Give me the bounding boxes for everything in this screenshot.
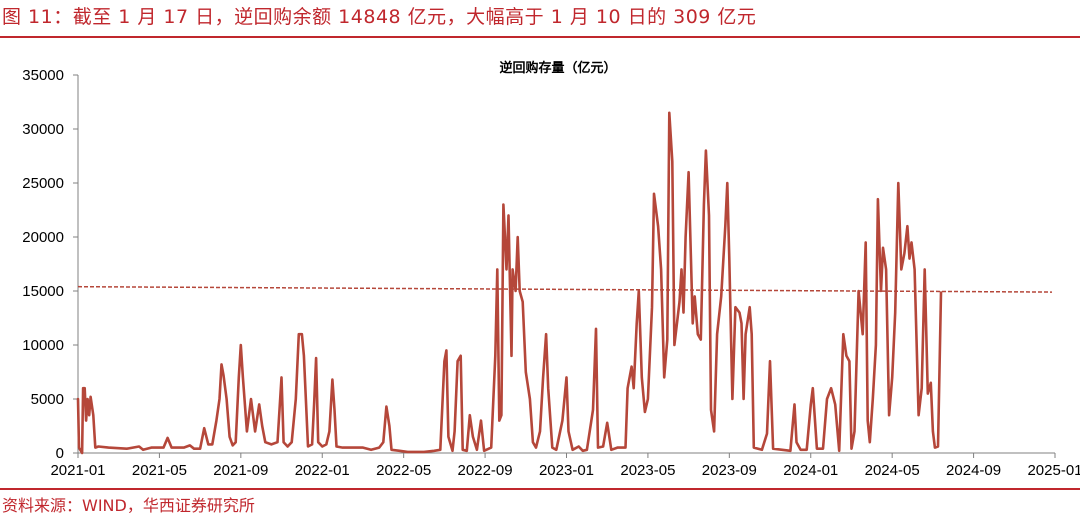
x-tick-label: 2021-09: [213, 462, 268, 479]
x-tick-label: 2024-05: [865, 462, 920, 479]
x-tick-label: 2023-09: [702, 462, 757, 479]
x-axis: 2021-01 2021-05 2021-09 2022-01 2022-05 2022-…: [50, 452, 1080, 479]
y-tick-label: 25000: [22, 175, 64, 192]
y-tick-label: 20000: [22, 229, 64, 246]
x-tick-label: 2023-05: [620, 462, 675, 479]
x-tick-label: 2024-09: [946, 462, 1001, 479]
x-tick-label: 2021-05: [132, 462, 187, 479]
figure-title: 图 11：截至 1 月 17 日，逆回购余额 14848 亿元，大幅高于 1 月…: [2, 6, 757, 28]
y-axis: 0 5000 10000 15000 20000 25000 30000 35000: [22, 67, 79, 462]
x-tick-label: 2022-09: [458, 462, 513, 479]
y-tick-label: 30000: [22, 121, 64, 138]
reference-line: [77, 285, 1053, 293]
y-tick-label: 10000: [22, 337, 64, 354]
x-tick-label: 2022-05: [376, 462, 431, 479]
chart-title: 逆回购存量（亿元）: [499, 60, 616, 76]
x-tick-label: 2024-01: [783, 462, 838, 479]
series-group: [76, 111, 943, 455]
x-tick-label: 2023-01: [539, 462, 594, 479]
y-tick-label: 15000: [22, 283, 64, 300]
top-rule: [0, 36, 1080, 38]
series-line-0: [76, 111, 943, 455]
x-tick-label: 2025-01: [1027, 462, 1080, 479]
y-tick-label: 0: [56, 445, 64, 462]
y-tick-label: 5000: [31, 391, 64, 408]
x-tick-label: 2022-01: [295, 462, 350, 479]
x-tick-label: 2021-01: [50, 462, 105, 479]
y-tick-label: 35000: [22, 67, 64, 84]
source-note: 资料来源：WIND，华西证券研究所: [2, 496, 255, 515]
chart: 逆回购存量（亿元） 0 5000 10000 15000 20000 25000 30000…: [22, 60, 1080, 479]
bottom-rule: [0, 488, 1080, 490]
